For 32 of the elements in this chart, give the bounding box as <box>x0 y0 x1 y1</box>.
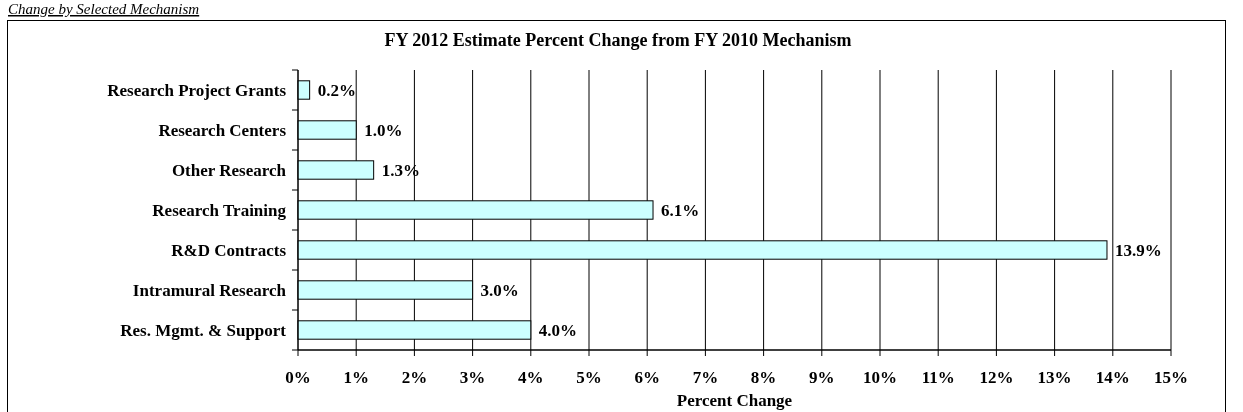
data-label: 6.1% <box>661 201 700 220</box>
text: Change by Selected Mechanism <box>8 1 200 17</box>
data-label: 13.9% <box>1114 241 1162 260</box>
y-tick-label: Research Centers <box>158 121 287 140</box>
x-tick-label: 9% <box>809 368 835 387</box>
x-tick-label: 15% <box>1154 368 1188 387</box>
x-tick-label: 4% <box>518 368 544 387</box>
y-tick-label: Other Research <box>171 161 287 180</box>
y-tick-label: Intramural Research <box>132 281 287 300</box>
x-tick-label: 2% <box>401 368 428 387</box>
data-label: 0.2% <box>317 81 356 100</box>
chart-title: FY 2012 Estimate Percent Change from FY 2010 Mechanism <box>384 30 852 50</box>
x-tick-label: 11% <box>921 368 955 387</box>
y-tick-label: Research Project Grants <box>107 81 287 100</box>
x-tick-label: 1% <box>343 368 369 387</box>
x-tick-label: 13% <box>1037 368 1072 387</box>
y-tick-label: R&D Contracts <box>171 241 287 260</box>
y-tick-label: Research Training <box>152 201 287 220</box>
x-tick-label: 6% <box>634 368 660 387</box>
x-tick-label: 14% <box>1095 368 1130 387</box>
x-tick-label: 0% <box>285 368 311 387</box>
x-tick-label: 10% <box>863 368 897 387</box>
data-label: 3.0% <box>480 281 519 300</box>
x-tick-label: 3% <box>459 368 486 387</box>
y-tick-label: Res. Mgmt. & Support <box>120 321 287 340</box>
x-tick-label: 12% <box>979 368 1014 387</box>
x-tick-label: 8% <box>750 368 777 387</box>
data-label: 1.0% <box>364 121 403 140</box>
x-tick-label: 5% <box>576 368 602 387</box>
data-label: 4.0% <box>538 321 578 340</box>
x-axis-title: Percent Change <box>676 391 793 410</box>
x-tick-label: 7% <box>692 368 719 387</box>
